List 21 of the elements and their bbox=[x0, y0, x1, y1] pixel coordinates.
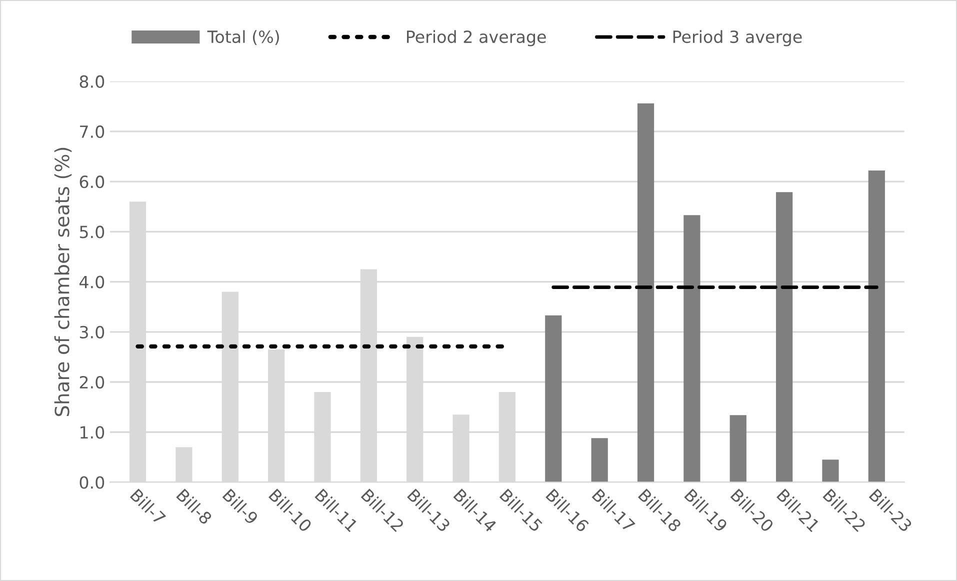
legend-label: Period 2 average bbox=[407, 30, 546, 46]
y-tick-label: 0.0 bbox=[80, 476, 104, 489]
bar bbox=[591, 438, 608, 482]
bar bbox=[637, 103, 654, 482]
bar bbox=[822, 460, 839, 482]
y-tick-label: 2.0 bbox=[80, 376, 104, 389]
legend-label: Total (%) bbox=[207, 30, 279, 46]
legend-label: Period 3 averge bbox=[673, 30, 802, 46]
y-tick-label: 4.0 bbox=[80, 276, 104, 288]
y-tick-label: 3.0 bbox=[80, 326, 104, 338]
y-tick-label: 7.0 bbox=[80, 125, 104, 138]
bar bbox=[730, 415, 746, 482]
bar bbox=[684, 215, 700, 482]
bar bbox=[545, 315, 562, 482]
y-tick-label: 6.0 bbox=[80, 176, 104, 188]
y-tick-label: 1.0 bbox=[80, 426, 104, 439]
y-tick-label: 8.0 bbox=[80, 75, 104, 88]
bar bbox=[868, 170, 885, 482]
y-tick-label: 5.0 bbox=[80, 226, 104, 238]
y-axis-title: Share of chamber seats (%) bbox=[54, 148, 72, 416]
bar bbox=[776, 192, 793, 482]
